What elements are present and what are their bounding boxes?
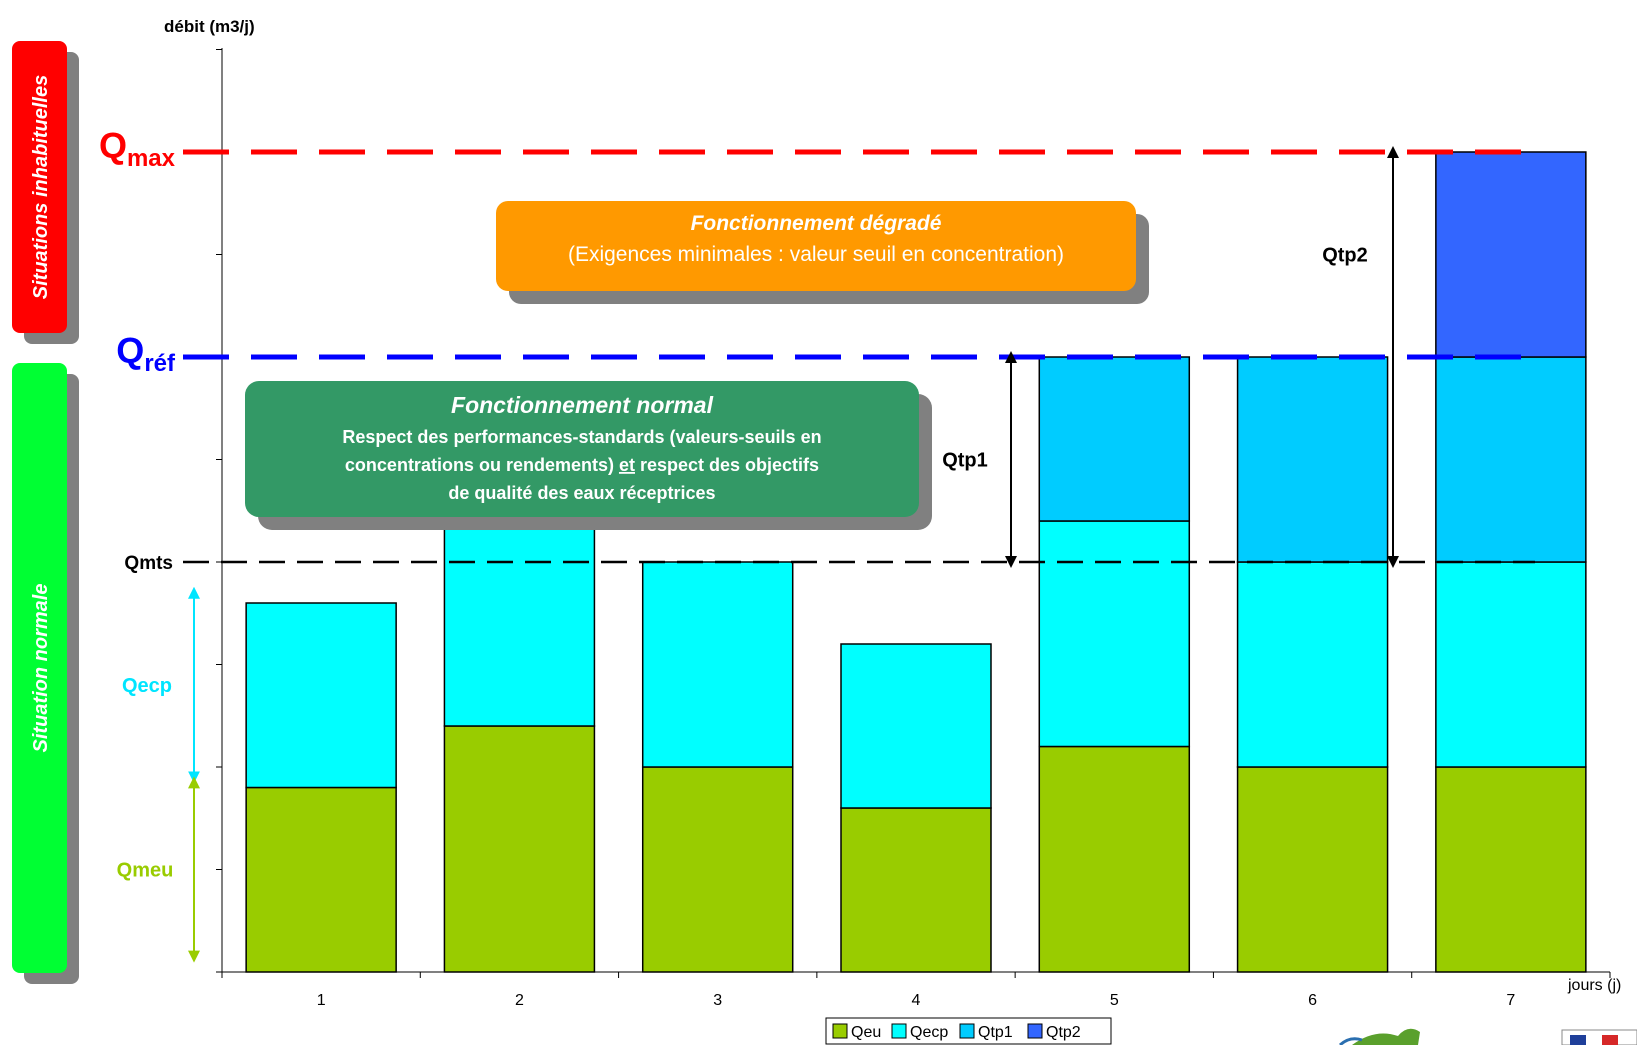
side-band-unusual-fill	[12, 41, 67, 333]
box-normal: Fonctionnement normal Respect des perfor…	[245, 381, 932, 530]
range-label-qtp2: Qtp2	[1322, 245, 1368, 267]
bar-qecp-day-5	[1038, 520, 1191, 748]
bar-qtp1-day-6	[1236, 356, 1389, 563]
box-normal-fill	[245, 381, 919, 517]
bar-qecp-day-1	[245, 602, 397, 789]
legend: Qeu Qecp Qtp1 Qtp2	[825, 1017, 1112, 1045]
box-degraded: Fonctionnement dégradé (Exigences minima…	[496, 201, 1149, 304]
legend-swatch-qtp1	[959, 1023, 975, 1039]
x-tick-label: 6	[1308, 992, 1317, 1009]
x-tick-label: 3	[713, 992, 722, 1009]
bar-qeu-day-3	[641, 766, 794, 973]
box-normal-line-2b: respect des objectifs	[640, 455, 819, 475]
box-normal-line-1: Respect des performances-standards (vale…	[342, 427, 821, 447]
bar-qtp1-day-7	[1435, 356, 1587, 563]
side-band-unusual: Situations inhabituelles	[12, 41, 79, 344]
bar-qtp2-day-7	[1435, 151, 1587, 358]
bar-qeu-day-2	[443, 725, 596, 973]
legend-swatch-qtp2	[1027, 1023, 1043, 1039]
range-label-qecp: Qecp	[122, 675, 172, 697]
side-band-normal-label: Situation normale	[30, 584, 52, 753]
bar-qtp1-day-5	[1038, 356, 1191, 522]
legend-frame	[825, 1017, 1112, 1045]
ref-label-qmts: Qmts	[124, 553, 173, 574]
bar-qecp-day-3	[641, 561, 794, 768]
box-normal-title: Fonctionnement normal	[451, 392, 714, 418]
box-normal-line-3: de qualité des eaux réceptrices	[448, 483, 715, 503]
bar-qecp-day-6	[1236, 561, 1389, 768]
range-label-qtp1: Qtp1	[942, 450, 988, 472]
bar-qeu-day-7	[1435, 766, 1587, 973]
box-normal-line-2a: concentrations ou rendements)	[345, 455, 614, 475]
legend-swatch-qecp	[891, 1023, 907, 1039]
box-normal-line-2-et: et	[619, 455, 635, 475]
logo-green	[1338, 1028, 1420, 1045]
legend-label-qecp: Qecp	[910, 1024, 948, 1041]
x-tick-label: 4	[912, 992, 921, 1009]
legend-label-qtp2: Qtp2	[1046, 1024, 1081, 1041]
reference-lines: Qmax Qréf Qmts	[99, 125, 1535, 574]
legend-label-qtp1: Qtp1	[978, 1024, 1013, 1041]
ref-label-qréf: Qréf	[116, 330, 176, 377]
x-axis-label: jours (j)	[1567, 977, 1621, 994]
box-degraded-fill	[496, 201, 1136, 291]
bar-qecp-day-4	[840, 643, 992, 809]
bar-qeu-day-4	[840, 807, 992, 973]
bar-qeu-day-6	[1236, 766, 1389, 973]
x-axis: 1 2 3 4 5 6 7	[221, 971, 1611, 1009]
x-tick-label: 1	[317, 992, 326, 1009]
box-degraded-title: Fonctionnement dégradé	[691, 212, 942, 235]
ref-label-qmax: Qmax	[99, 125, 176, 172]
bar-qecp-day-7	[1435, 561, 1587, 768]
legend-swatch-qeu	[832, 1023, 848, 1039]
x-tick-label: 7	[1506, 992, 1515, 1009]
y-axis	[216, 48, 223, 973]
range-label-qmeu: Qmeu	[117, 860, 174, 882]
box-normal-line-2: concentrations ou rendements) et respect d…	[345, 455, 819, 475]
legend-label-qeu: Qeu	[851, 1024, 881, 1041]
range-annotations: Qecp Qmeu Qtp1 Qtp2	[117, 146, 1399, 963]
x-tick-label: 2	[515, 992, 524, 1009]
y-axis-label: débit (m3/j)	[164, 17, 255, 36]
bar-qeu-day-5	[1038, 745, 1191, 973]
side-band-normal-fill	[12, 363, 67, 973]
box-degraded-text: (Exigences minimales : valeur seuil en c…	[568, 243, 1064, 266]
x-tick-label: 5	[1110, 992, 1119, 1009]
logo-flag	[1561, 1029, 1637, 1045]
side-band-normal: Situation normale	[12, 363, 79, 984]
side-band-unusual-label: Situations inhabituelles	[30, 75, 52, 299]
bar-qeu-day-1	[245, 786, 397, 973]
